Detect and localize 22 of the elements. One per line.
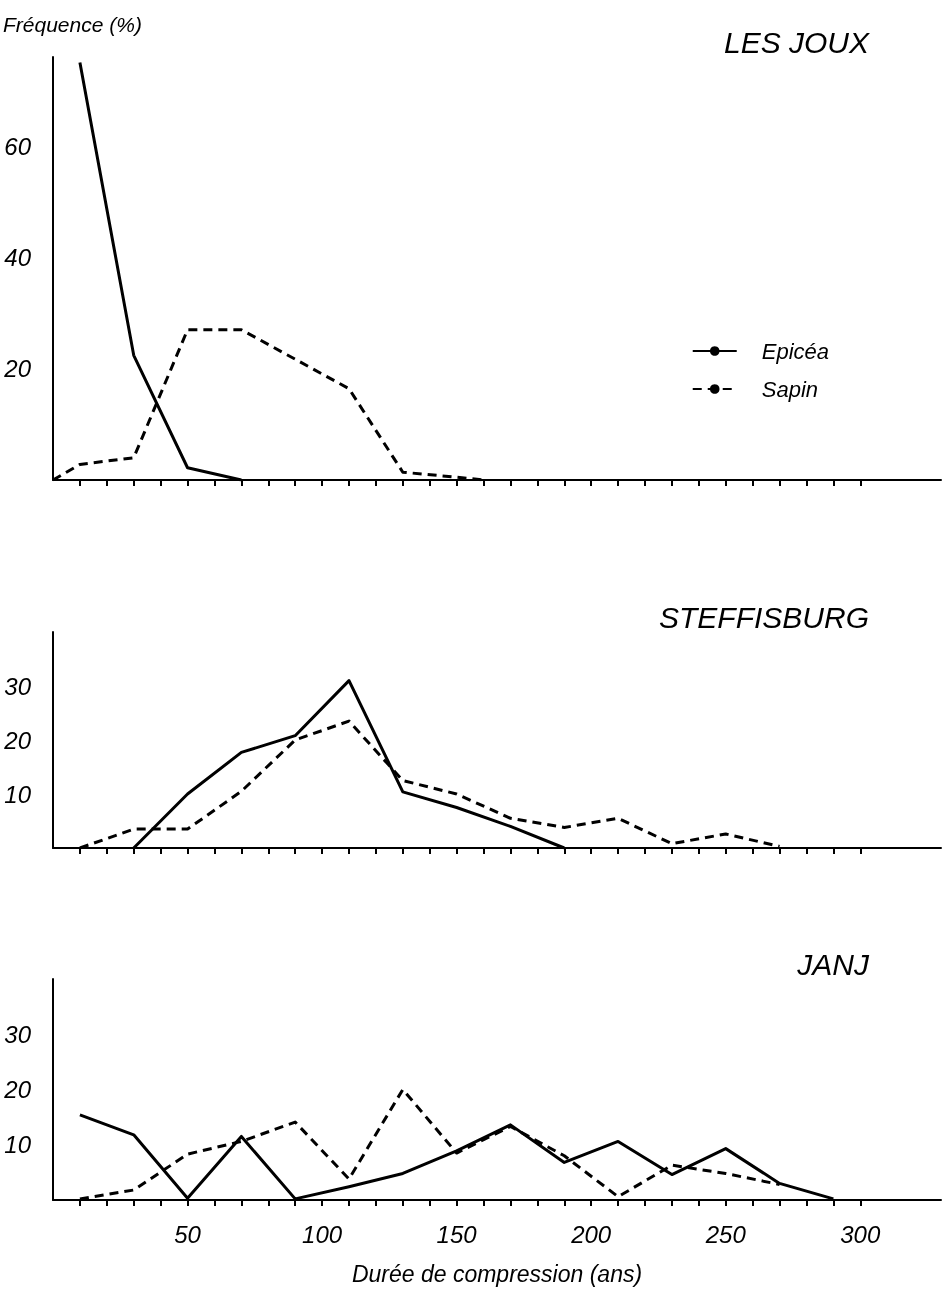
x-tick-label: 100: [302, 1220, 343, 1248]
x-tick-label: 300: [840, 1220, 881, 1248]
y-tick-label: 20: [3, 355, 32, 383]
chart-title: JANJ: [796, 947, 870, 981]
x-axis-title: Durée de compression (ans): [351, 1260, 643, 1287]
y-tick-label: 20: [3, 726, 32, 754]
y-tick-label: 10: [4, 780, 32, 808]
chart-title: STEFFISBURG: [658, 600, 869, 634]
y-axis-title: Fréquence (%): [3, 13, 142, 36]
y-tick-label: 30: [4, 1020, 32, 1048]
legend-label: Epicéa: [761, 338, 830, 364]
x-tick-label: 200: [570, 1220, 612, 1248]
x-tick-label: 50: [174, 1220, 202, 1248]
y-tick-label: 10: [4, 1131, 32, 1159]
x-tick-label: 150: [436, 1220, 478, 1248]
x-tick-label: 250: [704, 1220, 747, 1248]
legend-label: Sapin: [761, 376, 819, 402]
y-tick-label: 40: [4, 243, 32, 271]
y-tick-label: 30: [4, 672, 32, 700]
y-tick-label: 60: [4, 132, 32, 160]
y-tick-label: 20: [3, 1076, 32, 1103]
chart-title: LES JOUX: [723, 25, 870, 59]
